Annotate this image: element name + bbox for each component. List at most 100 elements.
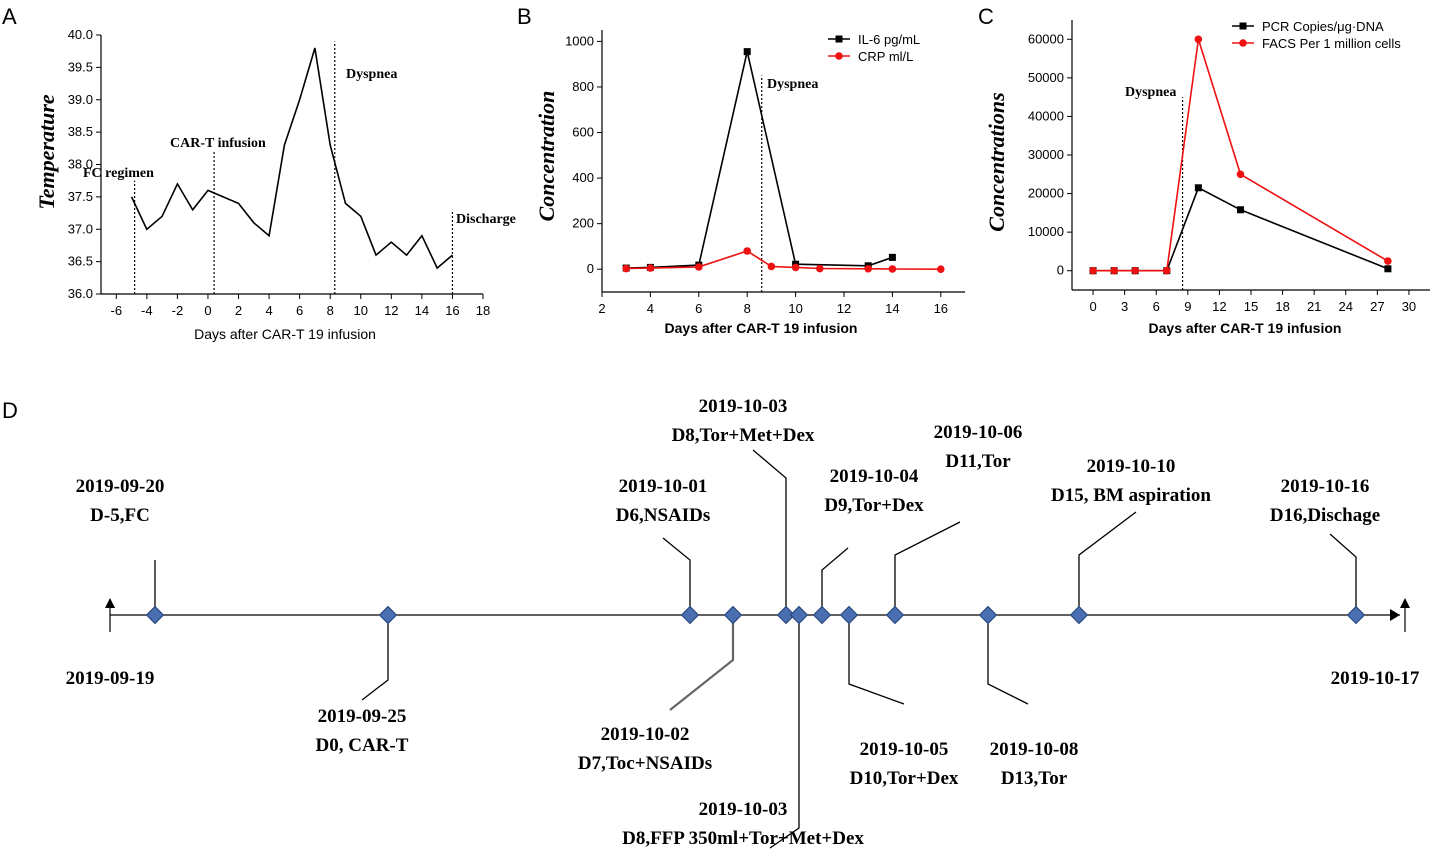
chart-a-x-tick-label: 12	[384, 303, 398, 318]
chart-c-y-tick-label: 10000	[1028, 224, 1064, 239]
panel-letter-a: A	[2, 4, 17, 29]
panel-letter-b: B	[517, 4, 532, 29]
chart-a-y-tick-label: 40.0	[68, 27, 93, 42]
chart-b-y-tick-label: 600	[572, 125, 594, 140]
panel-letter-c: C	[978, 4, 994, 29]
timeline-event-date: 2019-10-06	[934, 422, 1023, 443]
timeline-start-arrow-icon	[105, 598, 115, 608]
chart-c-point	[1384, 257, 1392, 265]
chart-b-legend-label: IL-6 pg/mL	[858, 32, 920, 47]
chart-b-point	[816, 264, 824, 273]
timeline-event-date: 2019-09-20	[76, 476, 165, 497]
chart-a-y-tick-label: 39.5	[68, 59, 93, 74]
chart-b-y-tick-label: 800	[572, 79, 594, 94]
chart-c-x-tick-label: 21	[1307, 299, 1321, 314]
timeline-event-marker	[812, 605, 832, 625]
timeline-connector	[894, 521, 961, 615]
chart-a-y-tick-label: 38.5	[68, 124, 93, 139]
chart-a-annotation: Dyspnea	[346, 67, 397, 82]
chart-c-series-line	[1093, 186, 1389, 272]
chart-c-annotation: Dyspnea	[1125, 85, 1176, 100]
chart-b-x-tick-label: 6	[695, 301, 702, 316]
chart-a-x-tick-label: 6	[296, 303, 303, 318]
chart-a-x-tick-label: -4	[141, 303, 153, 318]
chart-a-x-tick-label: -6	[110, 303, 122, 318]
chart-a-x-tick-label: 16	[445, 303, 459, 318]
timeline-event-date: 2019-10-03	[699, 396, 788, 417]
timeline-event-marker	[680, 605, 700, 625]
chart-c-y-label: Concentrations	[984, 92, 1009, 231]
panel-letter-d: D	[2, 398, 18, 423]
timeline-event-date: 2019-10-04	[830, 466, 919, 487]
chart-a-annotation: Discharge	[456, 212, 516, 227]
chart-b-point	[743, 247, 751, 255]
chart-b-y-tick-label: 0	[587, 261, 594, 276]
chart-a-y-tick-label: 37.5	[68, 189, 93, 204]
timeline-connector	[1329, 533, 1357, 615]
chart-b-legend-marker	[835, 52, 843, 60]
chart-b-x-tick-label: 14	[885, 301, 899, 316]
chart-b-y-tick-label: 1000	[565, 33, 594, 48]
timeline-connector	[848, 615, 905, 705]
timeline-event-date: 2019-10-01	[619, 476, 708, 497]
chart-c-legend-marker	[1239, 22, 1247, 30]
chart-a-series-line	[130, 47, 453, 270]
chart-c-x-tick-label: 12	[1212, 299, 1226, 314]
timeline-event-marker	[378, 605, 398, 625]
chart-b-y-tick-label: 200	[572, 216, 594, 231]
chart-b-concentration: 0 200 400 600 800 1000 2 4 6 8 10 12 14 16 Dyspnea I…	[534, 30, 965, 336]
chart-c-point	[1110, 266, 1118, 275]
timeline-event-marker	[723, 605, 743, 625]
timeline-event-desc: D9,Tor+Dex	[824, 495, 924, 516]
chart-b-point	[695, 263, 703, 271]
chart-c-point	[1089, 266, 1097, 275]
chart-c-legend-label: PCR Copies/μg·DNA	[1262, 19, 1384, 34]
chart-b-point	[937, 265, 945, 274]
chart-b-series-line	[626, 250, 941, 271]
chart-a-x-label: Days after CAR-T 19 infusion	[194, 326, 376, 342]
chart-a-x-tick-label: 8	[327, 303, 334, 318]
chart-b-legend-label: CRP ml/L	[858, 49, 913, 64]
chart-a-temperature: 36.0 36.5 37.0 37.5 38.0 38.5 39.0 39.5 40.0 -6 -…	[34, 27, 516, 342]
timeline-event-marker	[978, 605, 998, 625]
chart-a-y-tick-label: 36.0	[68, 286, 93, 301]
timeline-event-marker	[789, 605, 809, 625]
timeline-end-up-arrow-icon	[1400, 598, 1410, 608]
chart-a-y-label: Temperature	[34, 94, 59, 210]
chart-a-y-tick-label: 36.5	[68, 254, 93, 269]
timeline-event-desc: D13,Tor	[1001, 768, 1068, 789]
chart-b-legend-marker	[835, 35, 843, 43]
chart-c-point	[1236, 170, 1245, 179]
timeline-event-desc: D0, CAR-T	[316, 735, 409, 756]
timeline-event-marker	[1069, 605, 1089, 625]
chart-c-legend-marker	[1239, 39, 1247, 47]
chart-b-point	[888, 265, 897, 273]
timeline-event-date: 2019-10-05	[860, 739, 949, 760]
chart-d-timeline: 2019-09-19 2019-10-17 2019-09-20 D-5,FC 20…	[66, 396, 1420, 849]
chart-b-y-label: Concentration	[534, 91, 559, 222]
timeline-event-desc: D6,NSAIDs	[616, 505, 711, 526]
timeline-event-desc: D10,Tor+Dex	[850, 768, 959, 789]
chart-c-point	[1194, 35, 1203, 44]
timeline-connector	[1078, 511, 1137, 615]
chart-b-x-tick-label: 16	[934, 301, 948, 316]
chart-a-x-tick-label: 2	[235, 303, 242, 318]
chart-b-x-tick-label: 12	[837, 301, 851, 316]
chart-c-x-tick-label: 30	[1402, 299, 1416, 314]
chart-b-point	[791, 263, 800, 272]
chart-a-x-tick-label: 18	[476, 303, 490, 318]
chart-c-concentrations: 0 10000 20000 30000 40000 50000 60000 0 3 6 9 12 15…	[984, 19, 1430, 336]
timeline-connector	[361, 615, 389, 701]
timeline-event-date: 2019-10-10	[1087, 456, 1176, 477]
chart-c-series-line	[1093, 39, 1389, 272]
chart-b-point	[622, 264, 630, 273]
timeline-event-desc: D7,Toc+NSAIDs	[578, 753, 712, 774]
timeline-event-marker	[145, 605, 165, 625]
chart-c-x-tick-label: 27	[1370, 299, 1384, 314]
chart-c-y-tick-label: 0	[1057, 263, 1064, 278]
chart-a-x-tick-label: 4	[265, 303, 272, 318]
timeline-end-label: 2019-10-17	[1331, 668, 1420, 689]
timeline-event-date: 2019-10-16	[1281, 476, 1370, 497]
timeline-event-desc: D15, BM aspiration	[1051, 485, 1211, 506]
